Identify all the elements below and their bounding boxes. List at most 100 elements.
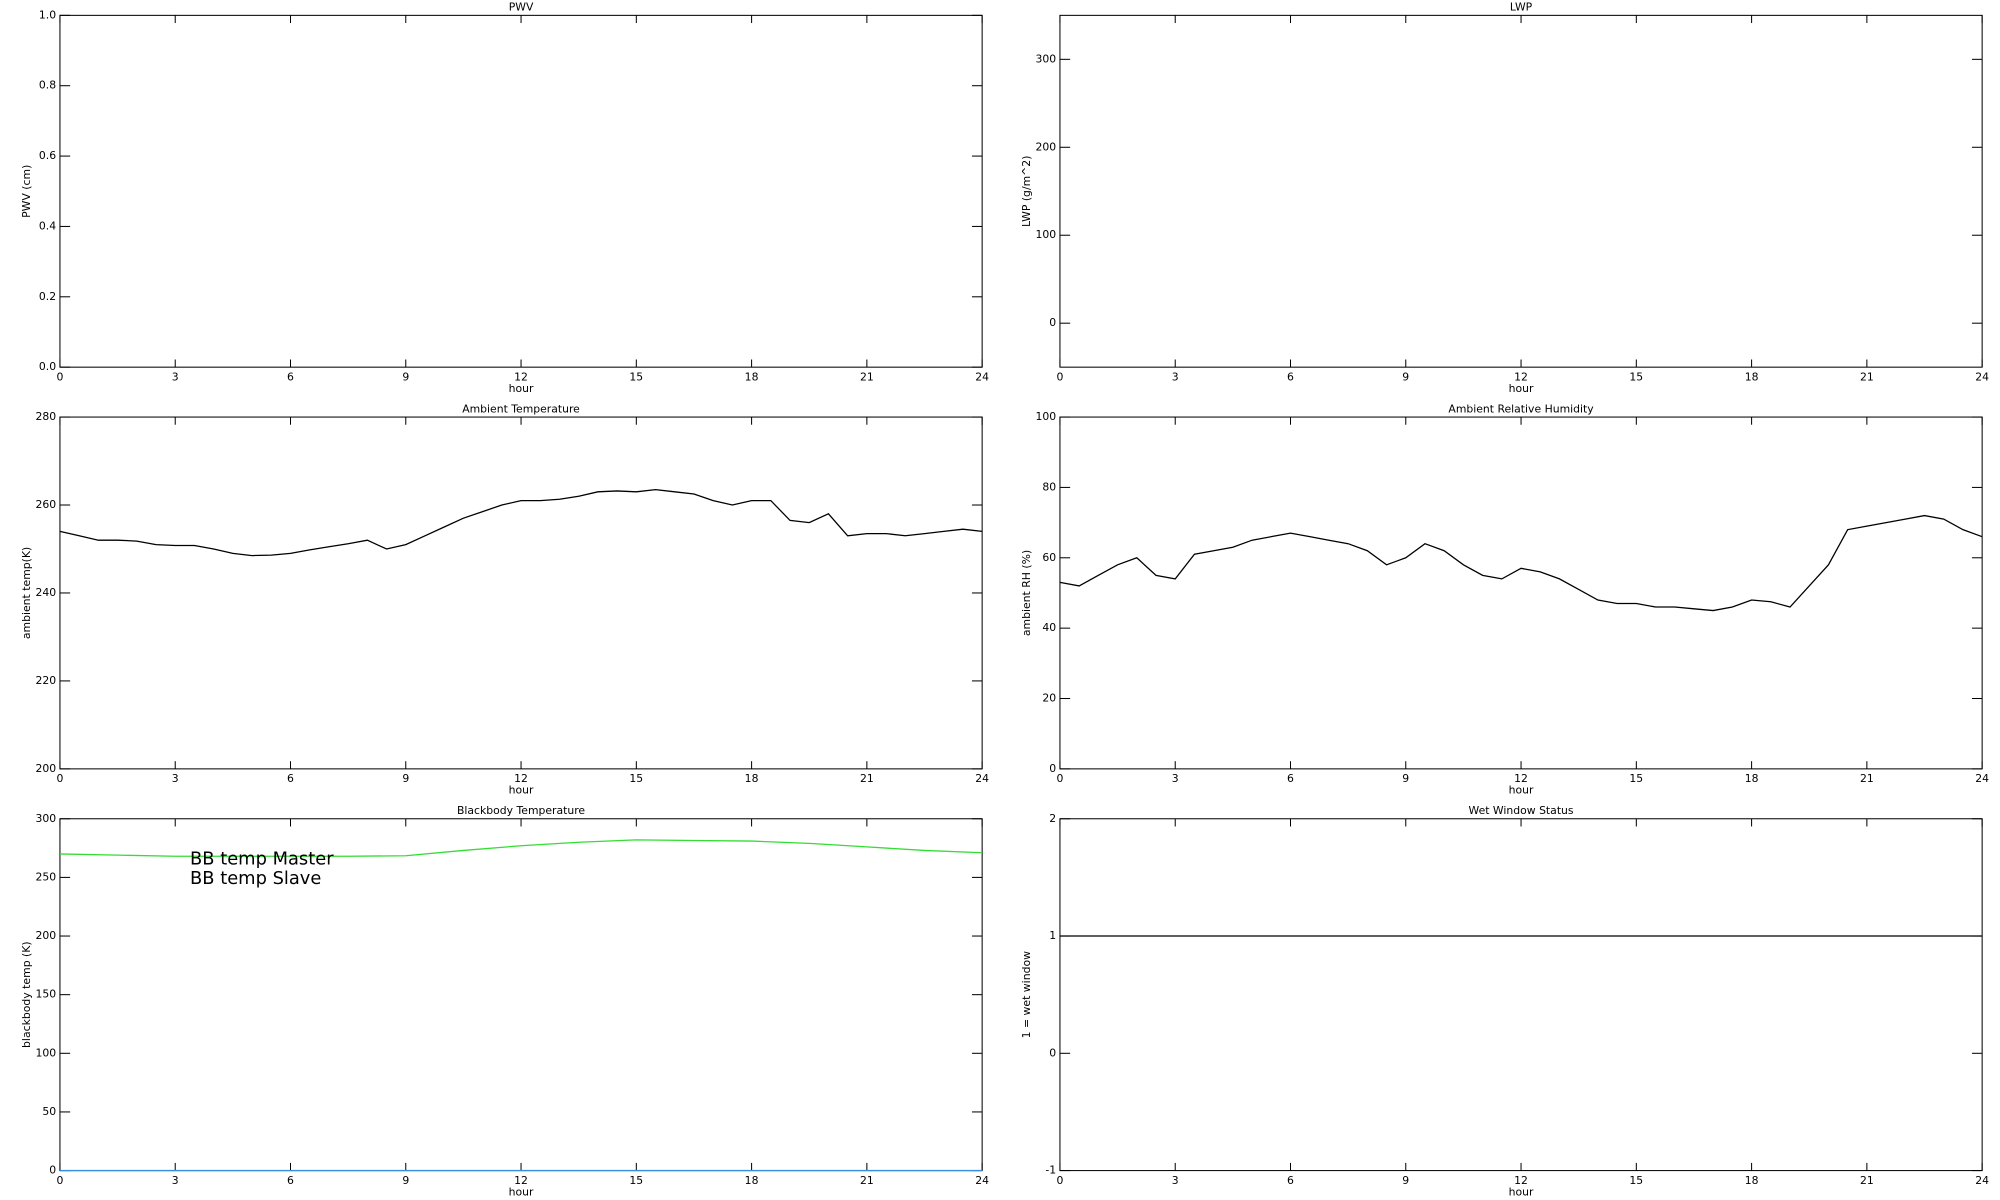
x-tick-label: 12 [1514, 370, 1528, 383]
x-tick-label: 18 [1745, 1174, 1759, 1187]
x-tick-label: 3 [1172, 370, 1179, 383]
x-tick-label: 12 [1514, 772, 1528, 785]
chart-title: Wet Window Status [1469, 804, 1574, 817]
y-tick-label: 80 [1042, 480, 1056, 493]
x-tick-label: 24 [975, 370, 989, 383]
y-tick-label: 0.4 [39, 219, 56, 232]
x-tick-label: 21 [1860, 772, 1874, 785]
chart-title: LWP [1510, 1, 1533, 14]
x-axis-label: hour [509, 784, 534, 797]
x-tick-label: 6 [287, 772, 294, 785]
x-tick-label: 3 [172, 370, 179, 383]
x-tick-label: 21 [860, 772, 874, 785]
x-tick-label: 6 [1287, 370, 1294, 383]
y-tick-label: 0.0 [39, 360, 56, 373]
x-tick-label: 0 [57, 1174, 64, 1187]
x-tick-label: 12 [1514, 1174, 1528, 1187]
plot-frame [59, 416, 983, 770]
x-tick-label: 0 [57, 370, 64, 383]
x-tick-label: 9 [402, 370, 409, 383]
y-tick-label: 300 [35, 812, 56, 825]
y-tick-label: 260 [35, 498, 56, 511]
x-axis-label: hour [1509, 1185, 1534, 1198]
chart-title: Ambient Temperature [462, 402, 580, 415]
x-tick-label: 0 [1057, 1174, 1064, 1187]
x-tick-label: 9 [1402, 370, 1409, 383]
x-tick-label: 9 [402, 772, 409, 785]
y-tick-label: 150 [35, 988, 56, 1001]
y-tick-label: 2 [1049, 812, 1056, 825]
y-tick-label: 0 [49, 1164, 56, 1177]
y-tick-label: 200 [35, 762, 56, 775]
y-tick-label: 0 [1049, 762, 1056, 775]
y-tick-label: 0 [1049, 316, 1056, 329]
x-axis-label: hour [1509, 382, 1534, 395]
x-tick-label: 6 [287, 1174, 294, 1187]
x-tick-label: 24 [975, 772, 989, 785]
y-axis-label: LWP (g/m^2) [1020, 156, 1033, 227]
x-axis-label: hour [1509, 784, 1534, 797]
chart-title: Blackbody Temperature [457, 804, 585, 817]
x-tick-label: 21 [860, 370, 874, 383]
x-tick-label: 24 [1975, 370, 1989, 383]
x-tick-label: 18 [1745, 772, 1759, 785]
x-tick-label: 0 [1057, 772, 1064, 785]
y-tick-label: 0.2 [39, 290, 56, 303]
legend-entry: BB temp Master [190, 849, 334, 870]
y-tick-label: -1 [1045, 1164, 1056, 1177]
y-tick-label: 20 [1042, 691, 1056, 704]
x-tick-label: 3 [1172, 772, 1179, 785]
plot-frame [1059, 818, 1983, 1172]
y-tick-label: 60 [1042, 551, 1056, 564]
x-tick-label: 6 [1287, 772, 1294, 785]
y-tick-label: 280 [35, 410, 56, 423]
y-tick-label: 200 [35, 929, 56, 942]
plot-frame [59, 14, 983, 368]
y-tick-label: 100 [1035, 228, 1056, 241]
x-tick-label: 15 [629, 370, 643, 383]
x-tick-label: 6 [1287, 1174, 1294, 1187]
legend-entry: BB temp Slave [190, 868, 321, 889]
y-tick-label: 300 [1035, 52, 1056, 65]
x-tick-label: 24 [1975, 772, 1989, 785]
y-axis-label: blackbody temp (K) [20, 941, 33, 1048]
x-tick-label: 24 [1975, 1174, 1989, 1187]
y-axis-label: PWV (cm) [20, 165, 33, 218]
x-tick-label: 15 [1629, 370, 1643, 383]
x-axis-label: hour [509, 382, 534, 395]
x-tick-label: 18 [745, 1174, 759, 1187]
x-axis-label: hour [509, 1185, 534, 1198]
x-tick-label: 9 [1402, 772, 1409, 785]
y-tick-label: 40 [1042, 621, 1056, 634]
x-tick-label: 0 [1057, 370, 1064, 383]
data-line [59, 839, 983, 857]
x-tick-label: 15 [629, 1174, 643, 1187]
y-axis-label: ambient temp(K) [20, 547, 33, 639]
data-line [1059, 514, 1983, 612]
x-tick-label: 21 [1860, 370, 1874, 383]
x-tick-label: 18 [745, 772, 759, 785]
x-tick-label: 3 [172, 1174, 179, 1187]
x-tick-label: 9 [1402, 1174, 1409, 1187]
x-tick-label: 0 [57, 772, 64, 785]
y-tick-label: 240 [35, 586, 56, 599]
y-tick-label: 0 [1049, 1046, 1056, 1059]
x-tick-label: 18 [745, 370, 759, 383]
x-tick-label: 24 [975, 1174, 989, 1187]
y-tick-label: 0.8 [39, 79, 56, 92]
y-tick-label: 1 [1049, 929, 1056, 942]
x-tick-label: 12 [514, 370, 528, 383]
x-tick-label: 21 [1860, 1174, 1874, 1187]
y-tick-label: 0.6 [39, 149, 56, 162]
chart-title: Ambient Relative Humidity [1448, 402, 1594, 415]
x-tick-label: 21 [860, 1174, 874, 1187]
y-tick-label: 1.0 [39, 8, 56, 21]
x-tick-label: 3 [1172, 1174, 1179, 1187]
y-axis-label: ambient RH (%) [1020, 550, 1033, 636]
plot-frame [1059, 416, 1983, 770]
plot-frame [1059, 14, 1983, 368]
data-line [59, 488, 983, 557]
x-tick-label: 18 [1745, 370, 1759, 383]
x-tick-label: 6 [287, 370, 294, 383]
